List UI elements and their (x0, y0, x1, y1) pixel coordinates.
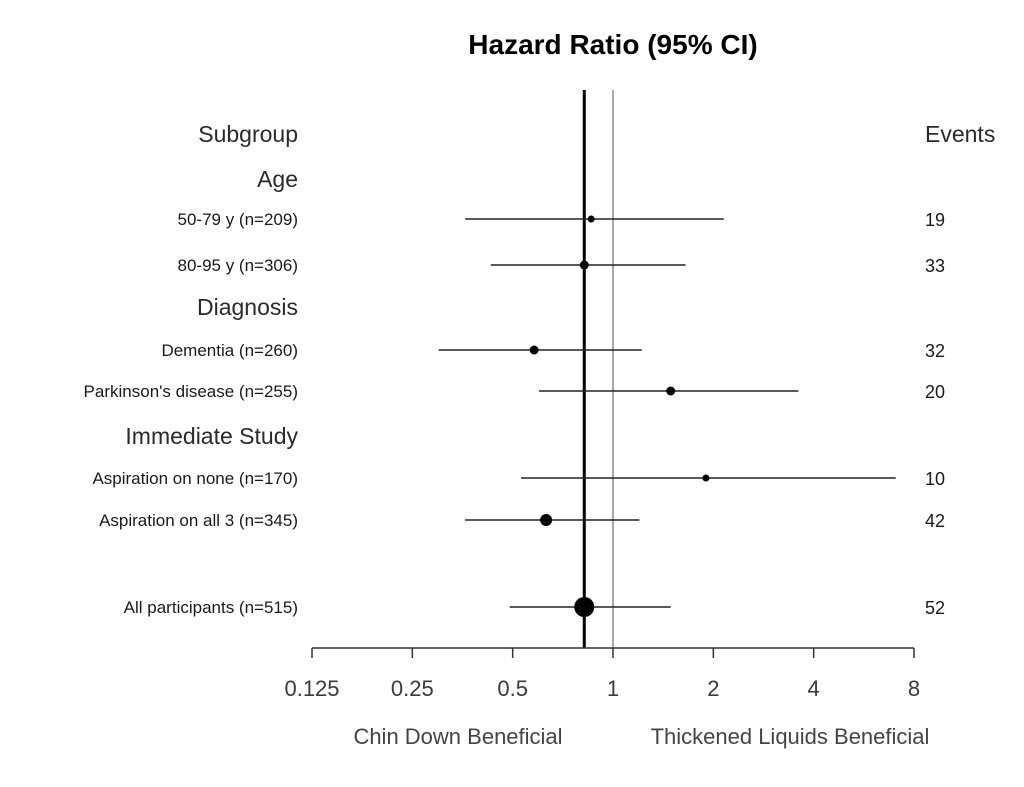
x-tick-label: 0.125 (284, 676, 339, 701)
hr-point (702, 474, 710, 482)
right-footer: Thickened Liquids Beneficial (651, 724, 930, 749)
events-header: Events (925, 121, 995, 147)
x-axis: 0.125 0.25 0.5 1 2 4 8 (284, 647, 920, 701)
subgroup-label: Aspiration on none (n=170) (92, 469, 298, 488)
subgroup-label: Parkinson's disease (n=255) (84, 382, 298, 401)
group-label: Immediate Study (125, 423, 298, 449)
group-row: Age (257, 166, 298, 192)
group-label: Age (257, 166, 298, 192)
events-value: 20 (925, 382, 945, 402)
subgroup-header: Subgroup (198, 121, 298, 147)
x-tick-label: 8 (908, 676, 920, 701)
group-row: Diagnosis (197, 294, 298, 320)
chart-title: Hazard Ratio (95% CI) (468, 29, 757, 60)
reference-lines (582, 90, 614, 648)
hr-point (574, 597, 595, 617)
x-tick-label: 1 (607, 676, 619, 701)
subgroup-label: Dementia (n=260) (161, 341, 298, 360)
subgroup-row: 80-95 y (n=306) 33 (178, 256, 946, 276)
hr-point (587, 215, 595, 223)
hr-point (540, 514, 553, 526)
subgroup-row: Aspiration on none (n=170) 10 (92, 469, 945, 489)
subgroup-row: Parkinson's disease (n=255) 20 (84, 382, 945, 402)
subgroup-label: Aspiration on all 3 (n=345) (99, 511, 298, 530)
left-footer: Chin Down Beneficial (353, 724, 562, 749)
hr-point (529, 345, 539, 355)
x-tick-label: 0.5 (497, 676, 528, 701)
subgroup-rows: Age 50-79 y (n=209) 19 80-95 y (n=306) 33 Dia… (84, 166, 945, 618)
hr-point (579, 260, 589, 270)
subgroup-row: 50-79 y (n=209) 19 (178, 210, 946, 230)
group-row: Immediate Study (125, 423, 298, 449)
group-label: Diagnosis (197, 294, 298, 320)
subgroup-row: Aspiration on all 3 (n=345) 42 (99, 511, 945, 531)
events-value: 10 (925, 469, 945, 489)
subgroup-label: 80-95 y (n=306) (178, 256, 299, 275)
events-value: 19 (925, 210, 945, 230)
events-value: 42 (925, 511, 945, 531)
events-value: 52 (925, 598, 945, 618)
subgroup-label: All participants (n=515) (124, 598, 298, 617)
subgroup-label: 50-79 y (n=209) (178, 210, 299, 229)
x-tick-label: 4 (808, 676, 820, 701)
hr-point (666, 386, 676, 396)
x-tick-label: 2 (707, 676, 719, 701)
subgroup-row: Dementia (n=260) 32 (161, 341, 945, 361)
events-value: 32 (925, 341, 945, 361)
events-value: 33 (925, 256, 945, 276)
subgroup-row: All participants (n=515) 52 (124, 597, 945, 618)
x-tick-label: 0.25 (391, 676, 434, 701)
